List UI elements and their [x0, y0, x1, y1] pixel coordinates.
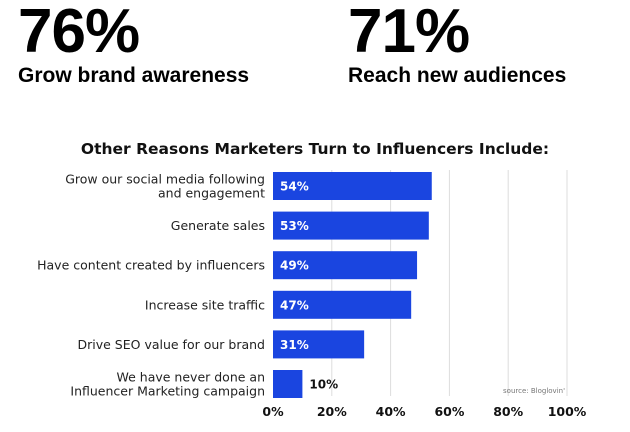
category-label-line: Increase site traffic [145, 297, 265, 312]
data-label: 49% [280, 259, 309, 273]
stat-brand-awareness: 76% Grow brand awareness [18, 0, 249, 88]
category-label-line: Drive SEO value for our brand [78, 337, 266, 352]
data-label: 10% [309, 378, 338, 392]
category-label-line: Influencer Marketing campaign [70, 384, 265, 399]
x-tick-label: 80% [493, 404, 523, 419]
category-label-line: We have never done an [117, 370, 266, 385]
stat-value: 76% [18, 0, 140, 66]
x-tick-label: 100% [548, 404, 587, 419]
data-label: 47% [280, 298, 309, 312]
category-label-line: Grow our social media following [65, 172, 265, 187]
category-label: Grow our social media following and engag… [65, 172, 265, 201]
bar [273, 330, 365, 359]
stat-new-audiences: 71% Reach new audiences [348, 0, 566, 88]
stat-label: Reach new audiences [348, 64, 567, 87]
bar [273, 290, 412, 319]
x-tick-label: 60% [434, 404, 464, 419]
bar [273, 370, 303, 398]
source-note: source: Bloglovin' [503, 387, 565, 395]
category-label: Generate sales [171, 218, 265, 233]
bar [273, 172, 432, 200]
data-label: 54% [280, 180, 309, 194]
category-label: Increase site traffic [145, 297, 265, 312]
category-label-line: Have content created by influencers [37, 258, 265, 273]
x-tick-label: 40% [376, 404, 406, 419]
x-tick-label: 20% [317, 404, 347, 419]
category-label: We have never done an Influencer Marketin… [70, 370, 265, 399]
x-tick-label: 0% [262, 404, 284, 419]
category-label: Have content created by influencers [37, 258, 265, 273]
bar [273, 211, 429, 240]
bar [273, 251, 418, 280]
category-label-line: and engagement [158, 186, 265, 201]
chart-title: Other Reasons Marketers Turn to Influenc… [80, 140, 550, 158]
stat-value: 71% [348, 0, 470, 66]
data-label: 53% [280, 219, 309, 233]
stat-label: Grow brand awareness [18, 64, 250, 87]
category-label: Drive SEO value for our brand [78, 337, 266, 352]
category-label-line: Generate sales [171, 218, 265, 233]
data-label: 31% [280, 338, 309, 352]
